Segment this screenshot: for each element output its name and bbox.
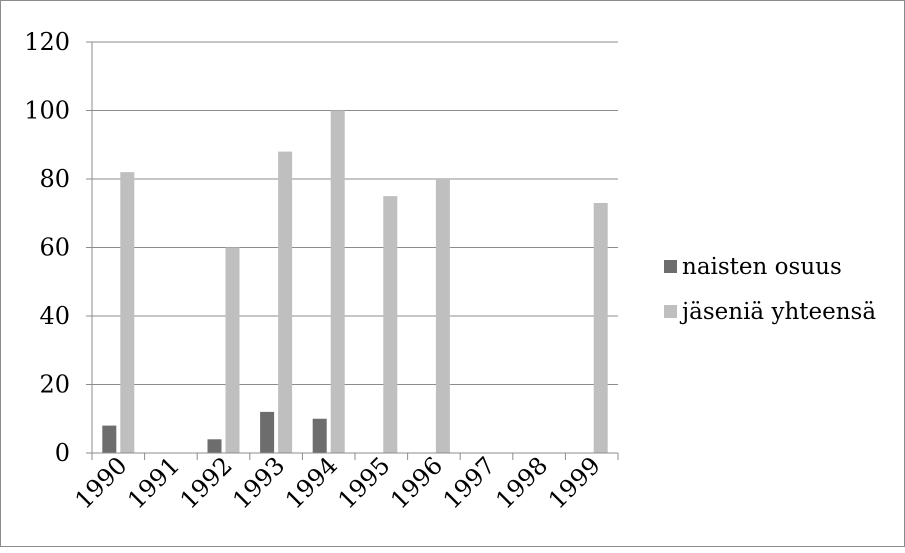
bar-jasenia-yhteensa-1993 xyxy=(278,151,293,453)
gridlines xyxy=(86,41,618,454)
y-tick-label-0: 0 xyxy=(55,439,70,467)
x-tick-label-1999: 1999 xyxy=(543,451,606,514)
bar-jasenia-yhteensa-1996 xyxy=(435,179,450,453)
x-tick-label-1994: 1994 xyxy=(280,451,343,514)
x-tick-label-1990: 1990 xyxy=(70,451,133,514)
bar-naisten-osuus-1992 xyxy=(207,439,222,453)
bar-naisten-osuus-1994 xyxy=(312,418,327,453)
y-tick-label-120: 120 xyxy=(24,28,70,56)
y-tick-labels: 0 20 40 60 80 100 120 xyxy=(24,28,70,467)
legend-label-jaseniae-yhteensa: jäseniä yhteensä xyxy=(679,299,876,325)
bar-jasenia-yhteensa-1999 xyxy=(593,202,608,453)
y-tick-label-60: 60 xyxy=(39,234,70,262)
legend-swatch-naisten-osuus xyxy=(664,260,677,273)
x-tick-label-1993: 1993 xyxy=(227,451,290,514)
legend-label-naisten-osuus: naisten osuus xyxy=(682,254,842,280)
bar-jasenia-yhteensa-1992 xyxy=(225,247,240,453)
axes xyxy=(91,42,619,460)
bar-jasenia-yhteensa-1994 xyxy=(330,110,345,453)
bar-jasenia-yhteensa-1995 xyxy=(383,196,398,453)
y-tick-label-20: 20 xyxy=(39,371,70,399)
x-tick-label-1997: 1997 xyxy=(438,451,501,514)
x-tick-label-1996: 1996 xyxy=(385,451,448,514)
x-tick-label-1992: 1992 xyxy=(175,451,238,514)
bar-naisten-osuus-1993 xyxy=(260,411,275,453)
legend-swatch-jaseniae-yhteensa xyxy=(664,305,677,318)
x-tick-label-1991: 1991 xyxy=(122,451,185,514)
bars xyxy=(102,110,608,453)
y-tick-label-40: 40 xyxy=(39,302,70,330)
y-tick-label-80: 80 xyxy=(39,165,70,193)
bar-naisten-osuus-1990 xyxy=(102,425,117,453)
legend: naisten osuus jäseniä yhteensä xyxy=(664,254,876,325)
x-tick-label-1995: 1995 xyxy=(333,451,396,514)
y-tick-label-100: 100 xyxy=(24,97,70,125)
x-tick-label-1998: 1998 xyxy=(490,451,553,514)
bar-jasenia-yhteensa-1990 xyxy=(120,172,135,453)
